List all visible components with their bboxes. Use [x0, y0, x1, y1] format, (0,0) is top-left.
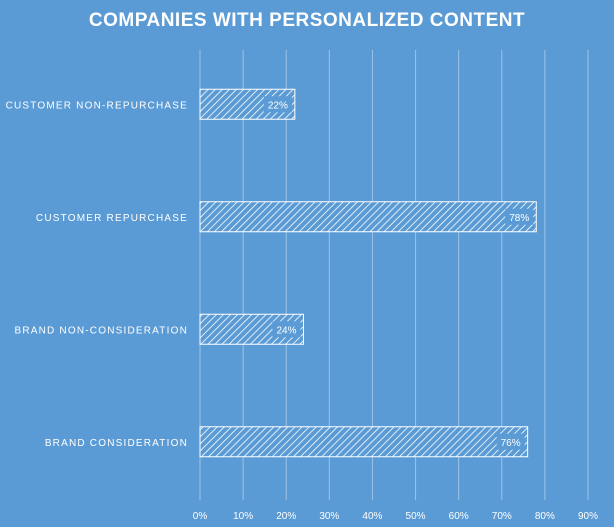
category-label: BRAND NON-CONSIDERATION [14, 325, 188, 336]
category-label: CUSTOMER REPURCHASE [36, 213, 188, 224]
data-label: 76% [501, 438, 521, 449]
x-tick-label: 0% [193, 511, 208, 522]
x-tick-label: 80% [535, 511, 555, 522]
category-label: CUSTOMER NON-REPURCHASE [6, 100, 188, 111]
data-label: 78% [509, 213, 529, 224]
x-tick-label: 30% [319, 511, 339, 522]
data-label: 24% [276, 325, 296, 336]
data-label: 22% [268, 100, 288, 111]
x-tick-label: 50% [406, 511, 426, 522]
x-tick-label: 10% [233, 511, 253, 522]
data-label-background [263, 96, 292, 113]
x-tick-label: 20% [276, 511, 296, 522]
bar [199, 201, 537, 233]
x-tick-label: 90% [578, 511, 598, 522]
x-tick-label: 60% [449, 511, 469, 522]
data-label-background [272, 321, 301, 338]
category-label: BRAND CONSIDERATION [45, 438, 188, 449]
x-tick-label: 40% [362, 511, 382, 522]
data-label-background [496, 433, 525, 450]
data-label-background [505, 208, 534, 225]
x-tick-label: 70% [492, 511, 512, 522]
bar [199, 426, 529, 458]
chart-title: COMPANIES WITH PERSONALIZED CONTENT [88, 10, 526, 31]
